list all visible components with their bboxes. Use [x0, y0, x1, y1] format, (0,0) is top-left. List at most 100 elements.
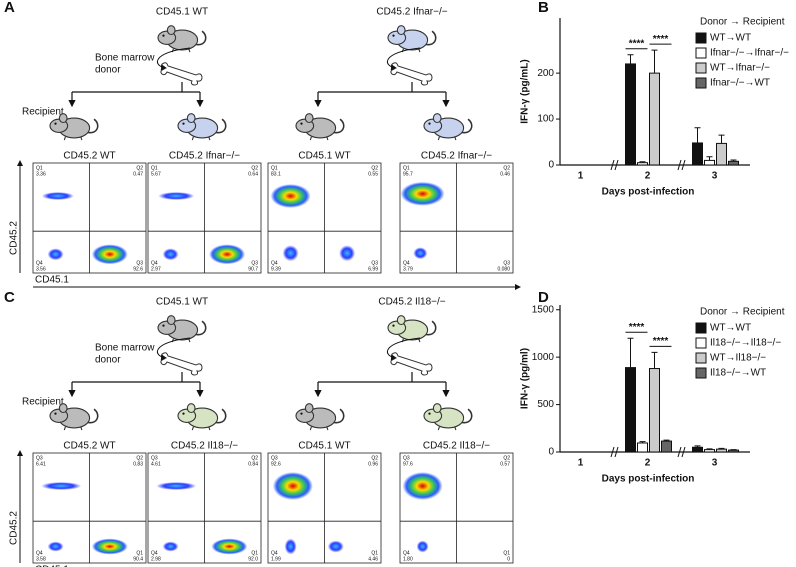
- mouse-eye: [162, 324, 165, 327]
- x-axis-label: Days post-infection: [602, 474, 695, 485]
- quadrant-value: 3.58: [36, 556, 46, 562]
- x-tick-label: 1: [578, 171, 584, 182]
- x-axis-label: CD45.1: [35, 565, 69, 567]
- quadrant-value: 2.97: [151, 266, 161, 272]
- mouse-legs: [309, 136, 329, 141]
- mouse-icon: [49, 403, 99, 431]
- axis-break: [610, 446, 619, 458]
- error-bar: [651, 49, 658, 74]
- donor-label: CD45.2 Il18−/−: [378, 297, 445, 308]
- mouse-eye: [392, 34, 395, 37]
- quadrant-name: Q4: [271, 260, 278, 266]
- quadrant-value: 90.7: [248, 266, 258, 272]
- bar: [704, 159, 715, 166]
- quadrant-name: Q1: [251, 550, 258, 556]
- mouse-tail: [333, 118, 345, 134]
- cell-population: [91, 244, 128, 265]
- bracket: [318, 82, 446, 93]
- mouse-tail: [87, 118, 99, 134]
- mouse-ear: [58, 403, 68, 414]
- axis-break: [677, 446, 686, 458]
- bar: [637, 442, 648, 453]
- donor-label: CD45.1 WT: [156, 7, 208, 18]
- quadrant-name: Q4: [151, 550, 158, 556]
- plot-title: CD45.2 Ifnar−/−: [421, 151, 492, 162]
- bar: [728, 160, 739, 166]
- cell-population: [156, 482, 197, 490]
- legend-swatch: [695, 77, 707, 89]
- plot-title: CD45.2 Il18−/−: [423, 441, 490, 452]
- quadrant-name: Q3: [503, 260, 510, 266]
- cell-population: [47, 248, 64, 261]
- mouse-ear: [58, 113, 68, 124]
- legend-label: WT→Il18−/−: [710, 353, 766, 364]
- bone-marrow-label: donor: [95, 355, 121, 366]
- x-tick-label: 3: [712, 171, 718, 182]
- legend-swatch: [695, 32, 707, 44]
- quadrant-name: Q4: [36, 550, 43, 556]
- error-bar: [730, 159, 737, 162]
- cell-population: [209, 244, 246, 265]
- quadrant-value: 0.84: [248, 461, 258, 467]
- quadrant-value: 95.7: [403, 171, 413, 177]
- cell-population: [47, 541, 64, 552]
- legend-swatch: [695, 367, 707, 379]
- quadrant-value: 90.4: [133, 556, 143, 562]
- panel-label: D: [538, 289, 549, 306]
- mouse-tail: [425, 320, 437, 336]
- quadrant-name: Q2: [371, 455, 378, 461]
- x-tick-label: 2: [645, 458, 651, 469]
- bar: [716, 448, 727, 453]
- legend-swatch: [695, 352, 707, 364]
- quadrant-name: Q2: [136, 455, 143, 461]
- mouse-icon: [177, 403, 227, 431]
- error-bar: [718, 447, 725, 450]
- cell-population: [211, 538, 248, 555]
- axis-break: [610, 159, 619, 171]
- donor-arrow: [387, 47, 421, 71]
- quadrant-name: Q2: [371, 165, 378, 171]
- quadrant-value: 3.79: [403, 266, 413, 272]
- cell-population: [416, 540, 429, 553]
- y-tick-label: 0: [548, 160, 554, 171]
- y-tick-label: 1000: [532, 352, 555, 363]
- bracket: [72, 82, 200, 93]
- error-bar: [663, 439, 670, 442]
- quadrant-name: Q2: [136, 165, 143, 171]
- bone-icon: [160, 352, 203, 376]
- cell-population: [284, 538, 297, 555]
- plot-title: CD45.2 Il18−/−: [171, 441, 238, 452]
- quadrant-name: Q4: [36, 260, 43, 266]
- quadrant-value: 6.41: [36, 461, 46, 467]
- mouse-icon: [157, 315, 207, 343]
- mouse-ear: [432, 403, 442, 414]
- mouse-tail: [195, 320, 207, 336]
- mouse-eye: [182, 412, 185, 415]
- quadrant-name: Q4: [403, 260, 410, 266]
- mouse-icon: [387, 25, 437, 53]
- legend-label: Il18−/−→WT: [710, 368, 766, 379]
- x-tick-label: 3: [712, 458, 718, 469]
- bar: [692, 142, 703, 166]
- cell-population: [41, 482, 82, 490]
- quadrant-value: 0.64: [248, 171, 258, 177]
- quadrant-value: 4.46: [368, 556, 378, 562]
- mouse-ear: [166, 315, 176, 326]
- quadrant-value: 1.99: [271, 556, 281, 562]
- mouse-ear: [396, 315, 406, 326]
- mouse-ear: [432, 113, 442, 124]
- mouse-ear: [304, 403, 314, 414]
- panel-label: C: [4, 289, 15, 306]
- legend-title: Donor → Recipient: [700, 17, 785, 28]
- mouse-legs: [63, 136, 83, 141]
- bar: [649, 368, 660, 453]
- mouse-eye: [54, 122, 57, 125]
- bone-marrow-label: Bone marrow: [95, 343, 155, 354]
- mouse-ear: [396, 25, 406, 36]
- mouse-ear: [186, 113, 196, 124]
- quadrant-name: Q3: [251, 260, 258, 266]
- y-tick-label: 500: [537, 399, 554, 410]
- mouse-eye: [300, 122, 303, 125]
- error-bar: [651, 351, 658, 369]
